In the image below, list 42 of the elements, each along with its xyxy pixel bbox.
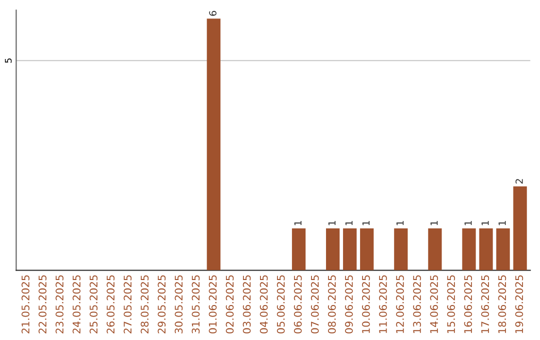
- data-label: 1: [396, 220, 404, 226]
- data-label: 1: [482, 220, 489, 226]
- x-tick-label: 19.06.2025: [515, 275, 524, 333]
- x-tick-label: 06.06.2025: [294, 275, 302, 334]
- x-tick-label: 17.06.2025: [481, 275, 490, 333]
- data-label: 1: [362, 220, 370, 226]
- x-tick-label: 11.06.2025: [379, 275, 387, 333]
- x-tick-label: 31.05.2025: [192, 275, 200, 334]
- x-tick-label: 13.06.2025: [413, 275, 421, 333]
- x-tick-label: 07.06.2025: [310, 275, 319, 334]
- x-tick-label: 05.06.2025: [276, 275, 285, 334]
- x-tick-label: 26.05.2025: [106, 275, 115, 334]
- data-label: 1: [498, 220, 506, 226]
- x-tick-label: 22.05.2025: [38, 275, 46, 334]
- x-tick-label: 09.06.2025: [344, 275, 353, 334]
- x-tick-label: 25.05.2025: [90, 275, 98, 334]
- x-tick-label: 24.05.2025: [72, 275, 81, 334]
- x-tick-label: 04.06.2025: [260, 275, 268, 334]
- x-tick-label: 18.06.2025: [498, 275, 506, 333]
- x-tick-label: 28.05.2025: [140, 275, 149, 334]
- data-label: 6: [209, 10, 216, 16]
- x-tick-label: 01.06.2025: [208, 275, 217, 334]
- x-tick-label: 12.06.2025: [396, 275, 404, 333]
- x-tick-label: 30.05.2025: [174, 275, 183, 334]
- data-label: 1: [464, 220, 472, 226]
- x-tick-label: 27.05.2025: [124, 275, 132, 334]
- x-tick-label: 08.06.2025: [328, 275, 336, 334]
- x-tick-label: 03.06.2025: [242, 275, 251, 334]
- x-tick-label: 21.05.2025: [22, 275, 30, 334]
- y-tick-label: 5: [4, 58, 12, 63]
- x-tick-label: 10.06.2025: [362, 275, 370, 333]
- data-label: 1: [294, 220, 302, 226]
- data-label: 1: [345, 220, 353, 226]
- x-tick-label: 16.06.2025: [464, 275, 472, 333]
- data-label: 2: [516, 179, 523, 184]
- x-tick-label: 15.06.2025: [447, 275, 455, 333]
- x-tick-label: 02.06.2025: [226, 275, 234, 334]
- x-tick-label: 14.06.2025: [430, 275, 438, 333]
- x-tick-label: 23.05.2025: [56, 275, 64, 334]
- x-tick-label: 29.05.2025: [158, 275, 166, 334]
- data-label: 1: [430, 220, 438, 226]
- data-label: 1: [328, 220, 336, 226]
